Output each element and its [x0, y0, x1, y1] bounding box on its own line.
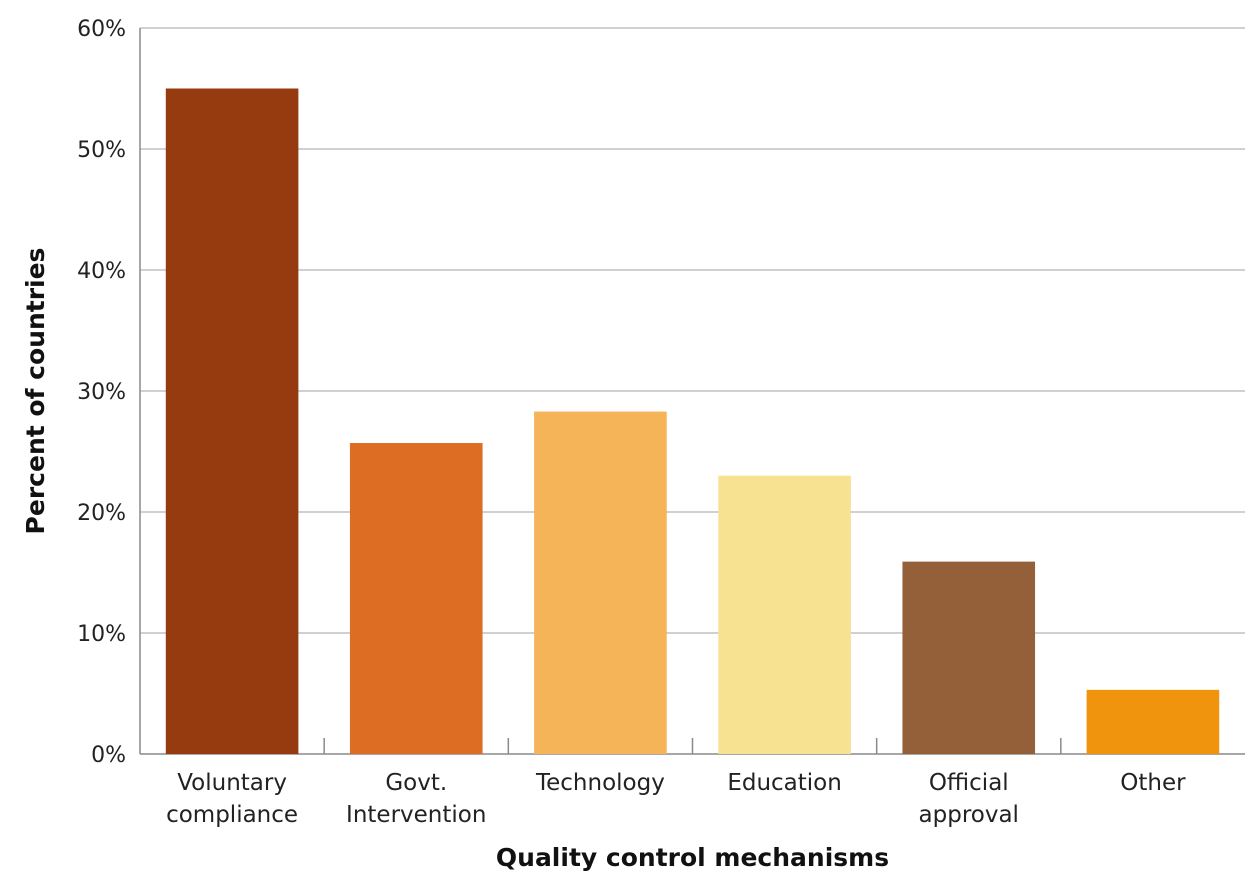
y-tick-label: 40%	[77, 259, 126, 284]
x-axis-title: Quality control mechanisms	[496, 843, 889, 872]
y-tick-label: 0%	[91, 743, 126, 768]
bar	[349, 443, 483, 754]
x-tick-label: compliance	[166, 802, 298, 828]
x-axis-ticks	[323, 738, 1062, 754]
y-tick-label: 30%	[77, 380, 126, 405]
x-tick-label: Intervention	[346, 802, 486, 828]
x-tick-label: Govt.	[385, 770, 447, 796]
x-tick-label: Official	[929, 770, 1009, 796]
bars	[165, 88, 1220, 754]
y-tick-label: 10%	[77, 622, 126, 647]
bar	[1086, 689, 1220, 754]
x-tick-label: Technology	[535, 770, 665, 796]
x-tick-label: Other	[1120, 770, 1186, 796]
y-axis-title: Percent of countries	[21, 248, 50, 535]
y-axis-ticks: 0% 10% 20% 30% 40% 50% 60%	[77, 17, 126, 768]
bar	[534, 411, 667, 754]
bar	[718, 475, 851, 754]
bar	[165, 88, 299, 754]
y-tick-label: 60%	[77, 17, 126, 42]
gridlines	[139, 27, 1245, 755]
x-tick-label: approval	[919, 802, 1019, 828]
y-tick-label: 20%	[77, 501, 126, 526]
category-labels: Voluntary compliance Govt. Intervention Tech…	[166, 770, 1186, 828]
x-tick-label: Voluntary	[177, 770, 287, 796]
bar	[902, 561, 1036, 754]
x-tick-label: Education	[727, 770, 842, 796]
y-tick-label: 50%	[77, 138, 126, 163]
